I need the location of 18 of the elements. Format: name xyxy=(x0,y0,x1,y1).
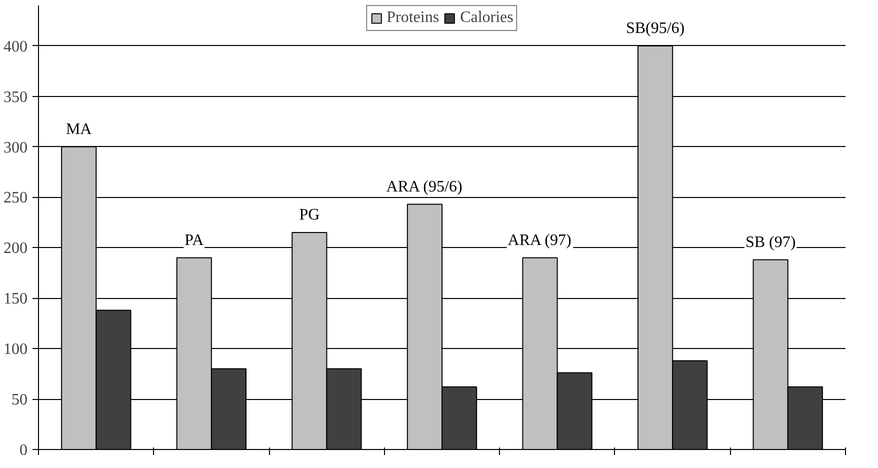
y-tick-label: 250 xyxy=(4,190,28,207)
x-tick-label: ARA (97) xyxy=(508,232,572,249)
x-tick-label: SB (97) xyxy=(745,234,796,251)
x-tick-label: PA xyxy=(184,232,204,249)
legend-label: Calories xyxy=(460,9,514,27)
y-tick-label: 100 xyxy=(4,341,28,358)
y-tick-label: 300 xyxy=(4,139,28,156)
y-tick-label: 0 xyxy=(20,442,28,459)
y-tick-label: 200 xyxy=(4,240,28,258)
legend-label: Proteins xyxy=(386,9,440,27)
x-tick-label: ARA (95/6) xyxy=(386,178,462,196)
x-tick-label: PG xyxy=(299,206,320,224)
y-tick-label: 150 xyxy=(4,290,28,308)
y-tick-label: 50 xyxy=(12,392,28,409)
y-tick-label: 400 xyxy=(4,38,28,56)
y-tick-label: 350 xyxy=(4,88,28,106)
x-tick-label: MA xyxy=(66,120,92,138)
x-tick-label: SB(95/6) xyxy=(626,20,685,37)
